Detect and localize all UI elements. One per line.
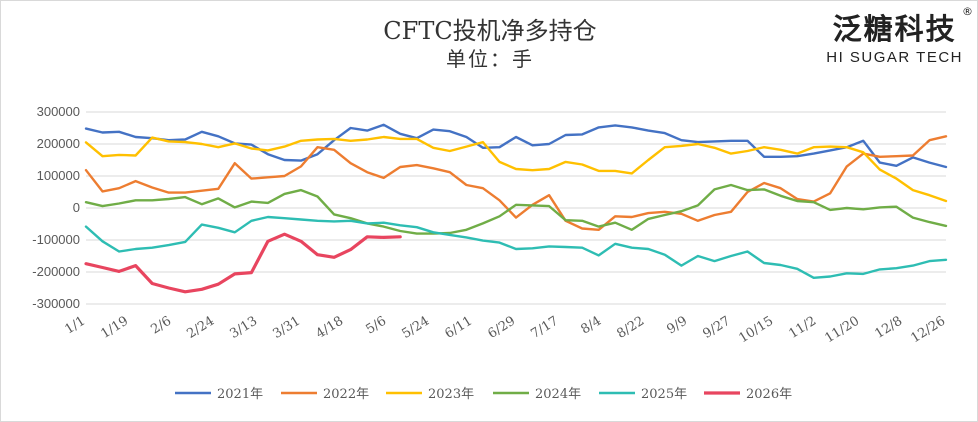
legend-label: 2024年 xyxy=(535,387,581,402)
x-tick-label: 5/6 xyxy=(363,314,389,338)
x-tick-label: 12/8 xyxy=(872,314,905,342)
x-tick-label: 3/13 xyxy=(227,314,260,342)
y-tick-label: -200000 xyxy=(32,264,80,279)
series-line-4 xyxy=(84,183,948,235)
legend-label: 2026年 xyxy=(746,387,792,402)
x-tick-label: 10/15 xyxy=(736,314,776,347)
x-tick-label: 8/4 xyxy=(578,314,604,338)
y-tick-label: 200000 xyxy=(37,136,80,151)
x-tick-label: 2/6 xyxy=(148,314,174,338)
y-tick-label: 0 xyxy=(73,200,80,215)
x-tick-label: 11/2 xyxy=(786,314,819,342)
x-tick-label: 2/24 xyxy=(184,314,217,342)
legend-label: 2025年 xyxy=(641,387,687,402)
x-tick-label: 5/24 xyxy=(399,314,432,342)
x-tick-label: 11/20 xyxy=(822,314,862,347)
legend-label: 2022年 xyxy=(323,387,369,402)
x-tick-label: 9/9 xyxy=(664,314,690,338)
x-tick-label: 6/29 xyxy=(485,314,518,342)
x-tick-label: 1/1 xyxy=(62,314,88,338)
x-tick-label: 7/17 xyxy=(528,314,561,342)
legend-label: 2023年 xyxy=(428,387,474,402)
x-tick-label: 12/26 xyxy=(908,314,948,347)
y-tick-label: -100000 xyxy=(32,232,80,247)
x-tick-label: 9/27 xyxy=(700,314,733,342)
x-tick-label: 6/11 xyxy=(442,314,475,342)
y-tick-label: 100000 xyxy=(37,168,80,183)
brand-logo: 泛糖科技 HI SUGAR TECH ® xyxy=(826,5,973,66)
series-line-2 xyxy=(84,135,948,232)
series-line-1 xyxy=(84,123,948,169)
chart-subtitle: 单位：手 xyxy=(446,47,534,71)
series-line-6 xyxy=(84,232,402,294)
logo-sub-text: HI SUGAR TECH xyxy=(826,49,963,66)
x-tick-label: 1/19 xyxy=(98,314,131,342)
registered-mark: ® xyxy=(962,5,973,18)
chart-title: CFTC投机净多持仓 xyxy=(383,17,597,45)
logo-main-text: 泛糖科技 xyxy=(832,12,957,46)
y-tick-label: 300000 xyxy=(37,104,80,119)
x-tick-label: 8/22 xyxy=(614,314,647,342)
x-tick-label: 4/18 xyxy=(313,314,346,342)
y-tick-label: -300000 xyxy=(32,296,80,311)
legend-label: 2021年 xyxy=(217,387,263,402)
series-line-5 xyxy=(84,215,948,279)
series-line-3 xyxy=(84,135,948,203)
x-tick-label: 3/31 xyxy=(270,314,303,342)
